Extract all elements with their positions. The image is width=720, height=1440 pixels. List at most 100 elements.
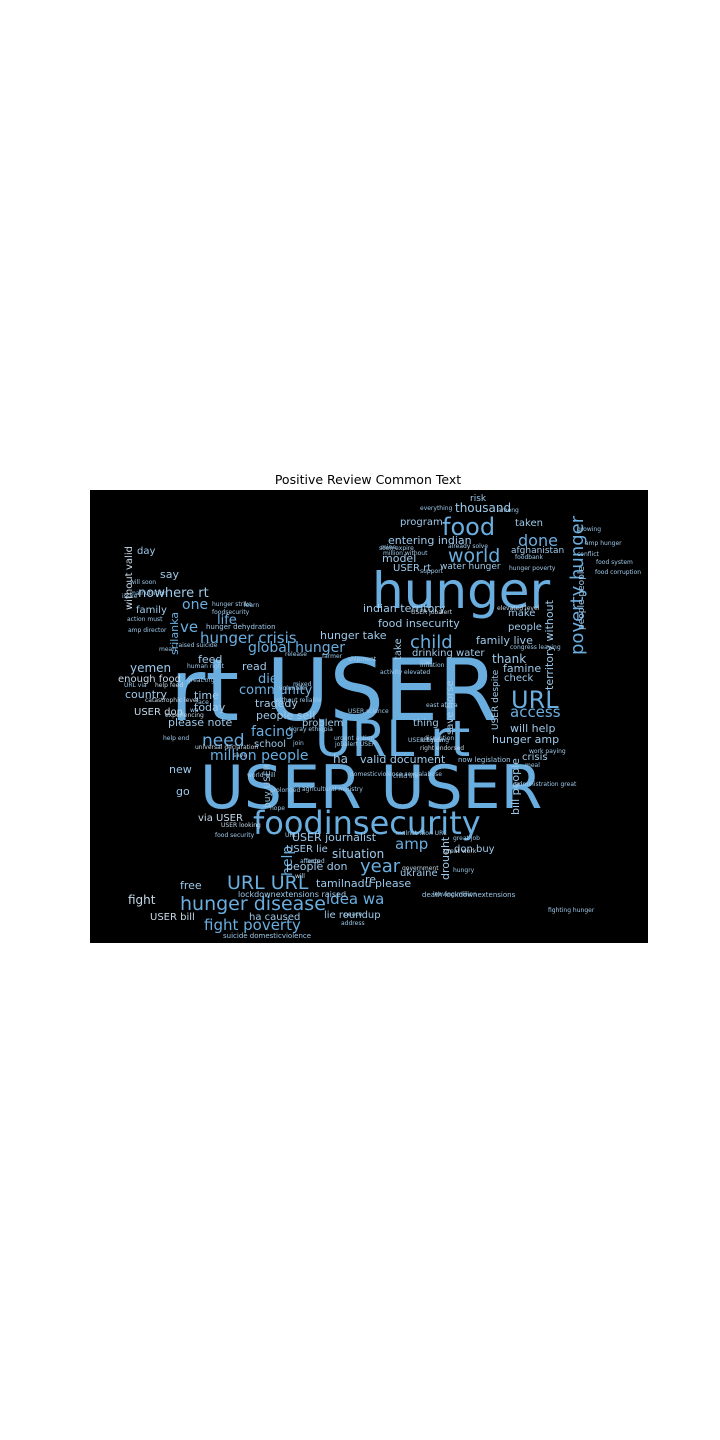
word-121: hunger poverty: [509, 565, 556, 572]
word-167: urgent action: [334, 735, 374, 742]
word-27: die: [258, 672, 278, 687]
word-173: USER science: [348, 708, 389, 715]
word-68: thing: [413, 718, 439, 729]
word-80: fight: [128, 893, 156, 907]
word-123: congress leaving: [510, 644, 561, 651]
word-69: new: [169, 763, 192, 776]
word-149: great work: [444, 848, 477, 855]
word-73: USER lie: [286, 844, 328, 855]
word-42: thank: [492, 652, 526, 666]
word-81: USER bill: [150, 912, 195, 923]
word-22: one: [182, 597, 208, 613]
word-30: situation: [332, 847, 384, 861]
word-55: country: [125, 688, 168, 701]
word-145: USER looking: [221, 822, 261, 829]
word-48: hunger amp: [492, 733, 559, 746]
word-148: will: [295, 873, 305, 880]
word-10: hunger disease: [180, 893, 326, 915]
word-101: now legislation: [458, 756, 511, 764]
word-9: child: [410, 632, 453, 653]
word-64: problem: [302, 718, 343, 729]
word-63: people sell: [256, 709, 315, 722]
word-75: tamilnadu please: [316, 877, 411, 890]
word-139: action must: [127, 616, 163, 623]
word-178: face: [196, 699, 209, 706]
word-78: re: [365, 873, 376, 886]
word-36: USER rt: [393, 563, 431, 574]
word-138: food corruption: [595, 569, 641, 576]
word-61: read: [242, 660, 267, 673]
word-15: fight poverty: [204, 916, 301, 934]
word-50: taken: [515, 518, 543, 529]
word-135: among: [498, 507, 519, 514]
word-77: don buy: [454, 844, 495, 855]
word-87: without: [124, 572, 135, 610]
word-158: release: [285, 651, 307, 658]
word-113: raised suicide: [176, 642, 218, 649]
word-72: USER journalist: [292, 831, 377, 844]
word-16: idea wa: [326, 890, 384, 908]
word-96: USER despite: [491, 669, 501, 730]
word-165: agricultural ministry: [302, 786, 363, 793]
word-21: nowhere rt: [138, 586, 209, 601]
word-97: buy USER: [263, 764, 273, 808]
word-153: disruption: [424, 735, 454, 742]
word-5: food: [442, 513, 495, 541]
word-116: without reliable: [275, 697, 322, 704]
word-8: done: [518, 531, 558, 550]
word-155: learn: [244, 602, 259, 609]
word-168: jobalert USER: [334, 741, 376, 748]
word-44: check: [504, 673, 533, 684]
word-125: world will: [247, 772, 276, 779]
word-29: help: [280, 846, 296, 876]
word-23: ve: [180, 618, 198, 636]
word-31: thousand: [455, 501, 511, 515]
word-3: URL rt: [315, 710, 470, 768]
word-143: experiencing: [165, 712, 204, 719]
word-7: world: [448, 545, 500, 567]
word-141: URL via: [124, 682, 147, 689]
word-86: family: [136, 605, 167, 616]
word-25: facing: [251, 724, 294, 740]
word-51: afghanistan: [511, 546, 564, 556]
word-41: family live: [476, 634, 533, 647]
word-164: URL: [285, 832, 298, 839]
word-49: crisis: [522, 752, 548, 763]
word-159: USER jobalert: [411, 609, 453, 616]
word-109: wa: [190, 707, 199, 714]
word-126: government: [402, 865, 439, 872]
word-162: farmer: [322, 653, 343, 660]
word-103: USER fighting: [408, 737, 449, 744]
word-47: will help: [510, 722, 555, 735]
word-91: bill people: [509, 758, 522, 815]
word-118: volunteer: [279, 685, 308, 692]
word-111: human right: [187, 663, 225, 670]
word-20: poverty hunger: [567, 515, 588, 655]
word-26: community: [239, 683, 313, 698]
word-175: amp hunger: [585, 540, 622, 547]
word-99: suicide domesticviolence: [223, 932, 311, 940]
word-52: water hunger: [440, 562, 501, 572]
word-59: today: [194, 701, 226, 714]
word-119: support: [420, 568, 444, 575]
word-107: east africa: [426, 702, 458, 709]
word-174: fighting hunger: [548, 907, 595, 914]
word-124: food security: [215, 832, 255, 839]
word-115: malnutrition: [130, 590, 167, 597]
word-146: right endorsed: [420, 745, 464, 752]
word-170: child life: [393, 773, 419, 780]
word-181: amp: [307, 858, 321, 865]
word-131: inflation: [420, 662, 445, 669]
word-98: lockdownextensions raised: [238, 890, 346, 899]
word-151: work paying: [529, 748, 566, 755]
word-2: USER USER: [200, 753, 542, 823]
word-144: universal declaration: [195, 744, 258, 751]
word-120: conflict: [577, 551, 600, 558]
word-82: ha caused: [249, 912, 300, 923]
word-62: tragedy: [255, 697, 298, 710]
word-166: prolonged: [270, 787, 300, 794]
word-100: hunger dehydration: [206, 623, 276, 631]
word-172: shipment: [348, 656, 377, 663]
word-147: cost: [420, 659, 433, 666]
